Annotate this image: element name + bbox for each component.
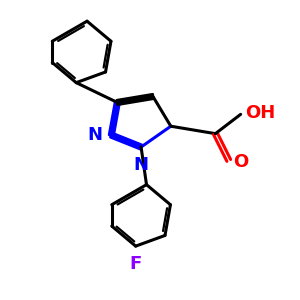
Text: OH: OH	[245, 104, 275, 122]
Text: O: O	[233, 153, 248, 171]
Text: N: N	[134, 156, 148, 174]
Text: N: N	[87, 126, 102, 144]
Text: F: F	[130, 255, 142, 273]
